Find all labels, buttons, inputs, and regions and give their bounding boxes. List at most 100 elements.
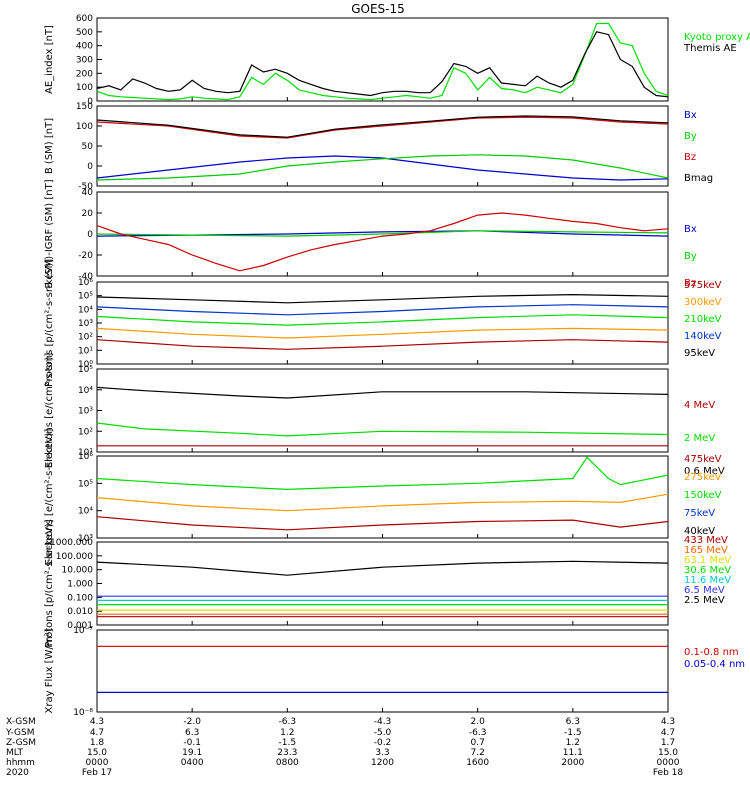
series-line	[96, 154, 669, 181]
y-tick-label: 10⁰	[78, 360, 93, 370]
panel-6: 10⁶ 10⁵ 10⁴ 10³ Electrons [e/(cm²-s-sr-keV)]…	[44, 428, 722, 565]
y-tick-label: 10³	[78, 407, 93, 417]
legend-entry: 275keV	[684, 472, 722, 483]
series-line	[96, 386, 669, 399]
y-tick-label: 100	[76, 122, 93, 132]
panel-4: 10⁶ 10⁵ 10⁴ 10³ 10² 10¹ 10⁰ Protons [p/(cm²-s-s…	[44, 259, 722, 387]
x-axis-row-label: X-GSM	[6, 717, 36, 727]
y-tick-label: 10⁶	[78, 278, 93, 288]
series-line	[96, 493, 669, 512]
y-tick-label: 300	[76, 56, 93, 66]
legend-entry: 150keV	[684, 490, 722, 501]
y-tick-label: 10⁴	[78, 507, 93, 517]
x-axis-value: 4.7	[90, 728, 104, 738]
y-tick-label: 400	[76, 42, 93, 52]
y-tick-label: 0	[87, 97, 93, 107]
x-axis-value: 3.3	[375, 748, 389, 758]
legend-entry: 575keV	[684, 280, 722, 291]
series-line	[96, 456, 669, 491]
x-axis-value: 0.7	[471, 738, 485, 748]
y-tick-label: 50	[82, 142, 94, 152]
y-tick-label: 10⁶	[78, 452, 93, 462]
y-tick-label: 10⁵	[78, 292, 93, 302]
chart-title: GOES-15	[351, 2, 405, 16]
x-axis-value: -6.3	[469, 728, 487, 738]
series-line	[96, 116, 669, 139]
x-axis-value: 15.0	[658, 748, 678, 758]
legend-entry: 0.05-0.4 nm	[684, 659, 745, 670]
x-axis-row-label: 2020	[6, 768, 29, 778]
x-axis-value: 23.3	[277, 748, 297, 758]
y-tick-label: 100	[76, 83, 93, 93]
y-tick-label: 10⁴	[78, 386, 93, 396]
y-tick-label: 20	[82, 209, 94, 219]
x-axis-value: 4.7	[661, 728, 675, 738]
x-axis-value: Feb 18	[653, 768, 684, 778]
panel-3: 40 20 0 -20 -40 B (SM)-IGRF (SM) [nT] Bx By Bz	[44, 179, 697, 289]
y-tick-label: 0	[87, 230, 93, 240]
y-tick-label: 500	[76, 28, 93, 38]
y-tick-label: 10.000	[62, 566, 94, 576]
y-tick-label: 40	[82, 188, 94, 198]
x-axis-row-label: hhmm	[6, 758, 35, 768]
x-axis-value: 4.3	[90, 717, 104, 727]
legend-entry: Bmag	[684, 173, 713, 184]
series-line	[96, 115, 669, 138]
panel-7: 1000.000 100.000 10.000 1.000 0.100 0.010 0.00…	[44, 519, 731, 647]
y-axis-label: Xray Flux [W/m²]	[44, 628, 55, 713]
x-axis-value: 1600	[466, 758, 489, 768]
y-axis-label: B (SM) [nT]	[44, 118, 55, 174]
legend-entry: Bz	[684, 278, 696, 289]
x-axis-value: -0.1	[183, 738, 201, 748]
legend-entry: By	[684, 251, 697, 262]
panel-2: 150 100 50 0 -50 B (SM) [nT] Bx By Bz Bmag	[44, 102, 713, 192]
panel-5: 10⁵ 10⁴ 10³ 10² 10¹ Electrons [e/(cm²-s-sr)] 4…	[44, 353, 725, 477]
x-axis-value: -4.3	[374, 717, 392, 727]
y-tick-label: 0.100	[67, 593, 93, 603]
legend-entry: Bz	[684, 152, 696, 163]
x-axis-value: 4.3	[661, 717, 675, 727]
x-axis-value: -6.3	[279, 717, 297, 727]
y-tick-label: 600	[76, 14, 93, 24]
series-line	[96, 516, 669, 531]
legend-entry: 0.1-0.8 nm	[684, 647, 739, 658]
y-tick-label: -20	[78, 251, 93, 261]
y-tick-label: -50	[78, 182, 93, 192]
series-line	[96, 230, 669, 237]
legend-entry: 63.1 MeV	[684, 555, 731, 566]
x-axis-value: 1.7	[661, 738, 675, 748]
x-axis-row-label: Z-GSM	[6, 738, 36, 748]
x-axis-value: 7.2	[471, 748, 485, 758]
panel-1: 600 500 400 300 200 100 0 AE_index [nT] Kyoto pr…	[44, 14, 750, 107]
y-axis-label: Electrons [e/(cm²-s-sr-keV)]	[44, 428, 55, 565]
y-axis-label: B (SM)-IGRF (SM) [nT]	[44, 179, 55, 288]
x-axis-value: 0000	[657, 758, 680, 768]
series-line	[96, 339, 669, 350]
series-line	[96, 327, 669, 339]
y-tick-label: 0.010	[67, 607, 93, 617]
x-axis-value: 2000	[561, 758, 584, 768]
legend-entry: 475keV	[684, 454, 722, 465]
panel-frame	[96, 368, 669, 453]
legend-entry: 40keV	[684, 526, 715, 537]
y-axis-label: Protons [p/(cm²-s-sr-keV)]	[44, 519, 55, 647]
legend-entry: 4 MeV	[684, 400, 715, 411]
y-tick-label: 10³	[78, 534, 93, 544]
x-axis-value: -2.0	[183, 717, 201, 727]
y-tick-label: 10¹	[78, 448, 93, 458]
x-axis-value: -5.0	[374, 728, 392, 738]
x-axis-value: 0400	[181, 758, 204, 768]
y-tick-label: 1.000	[67, 580, 93, 590]
y-tick-label: 10⁵	[78, 479, 93, 489]
y-tick-label: 10⁻⁷	[73, 626, 93, 636]
y-tick-label: 10¹	[78, 346, 93, 356]
y-tick-label: 10³	[78, 319, 93, 329]
y-tick-label: 0	[87, 162, 93, 172]
legend-entry: 6.5 MeV	[684, 585, 725, 596]
x-axis-value: 1.2	[566, 738, 580, 748]
series-line	[96, 22, 669, 101]
series-line	[96, 314, 669, 326]
series-line	[96, 155, 669, 181]
x-axis-table: X-GSMY-GSMZ-GSMMLThhmm20204.34.71.815.00…	[5, 717, 683, 778]
